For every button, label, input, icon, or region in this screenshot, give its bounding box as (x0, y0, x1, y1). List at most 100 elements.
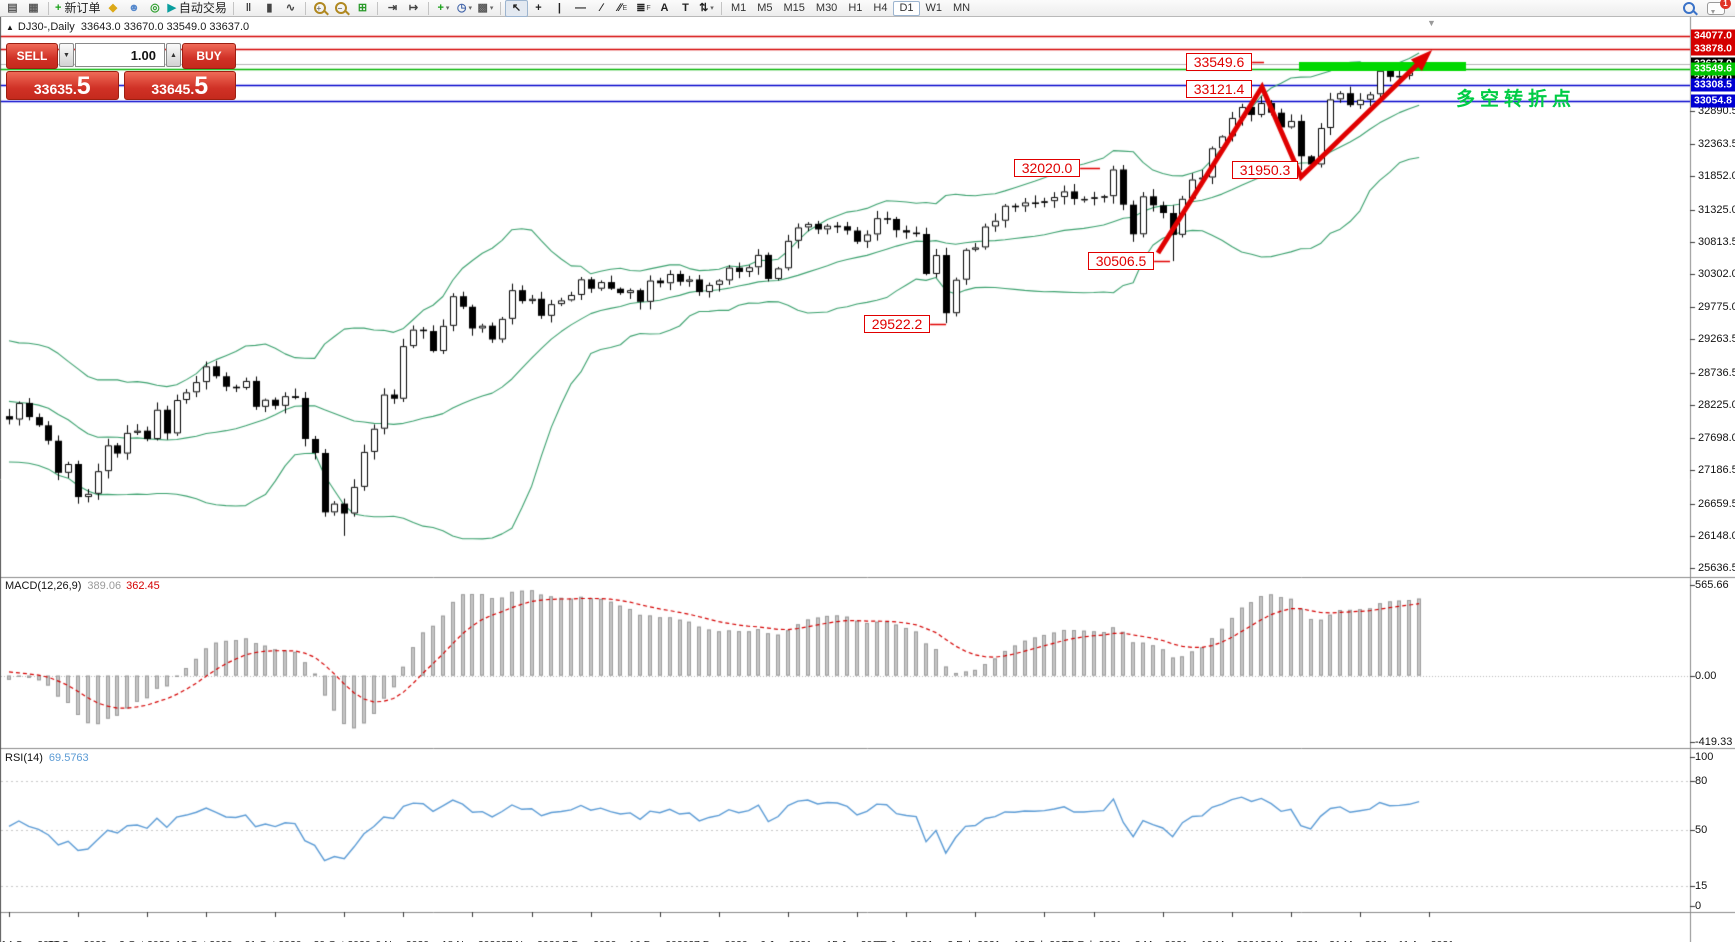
buy-price-big: 5 (194, 72, 209, 100)
news-icon[interactable]: ◎ (150, 1, 160, 14)
annotation-price-tag-320200[interactable]: 32020.0 (1014, 159, 1080, 177)
annotation-price-tag-331214[interactable]: 33121.4 (1186, 80, 1252, 98)
one-click-trading-panel: SELL ▼ 1.00 ▲ BUY 33635. 5 33645. 5 (6, 43, 236, 100)
notifications-icon[interactable]: 1 (1707, 0, 1731, 15)
price-axis-gridline-label: 31852.0 (1698, 170, 1735, 183)
date-axis-label: 2 Oct 2020 (119, 939, 170, 942)
timeframe-w1[interactable]: W1 (925, 1, 943, 14)
rsi-value: 69.5763 (48, 752, 89, 764)
toolbar-separator (427, 1, 429, 15)
new-order-button[interactable]: + 新订单 (55, 0, 101, 15)
sell-price-big: 5 (76, 72, 91, 100)
sell-price-tile[interactable]: 33635. 5 (6, 71, 119, 100)
candlestick-icon[interactable]: ▮ (266, 1, 273, 14)
timeframe-m30[interactable]: M30 (815, 1, 838, 14)
market-icon[interactable]: ☻ (128, 1, 140, 14)
metaeditor-icon[interactable]: ◆ (108, 1, 118, 14)
timeframe-mn[interactable]: MN (953, 1, 971, 14)
price-axis-gridline-label: 32890.5 (1698, 104, 1735, 117)
vertical-line-icon[interactable]: | (557, 1, 561, 14)
macd-signal-value: 362.45 (126, 580, 160, 592)
templates-button[interactable]: ▩ ▾ (477, 1, 494, 14)
timeframe-m5[interactable]: M5 (757, 1, 773, 14)
timeframe-m1[interactable]: M1 (730, 1, 747, 14)
annotation-price-tag-305065[interactable]: 30506.5 (1088, 252, 1154, 270)
collapse-marker-icon[interactable]: ▲ (6, 23, 14, 32)
text-label-icon[interactable]: T (682, 1, 689, 14)
annotation-price-tag-335496[interactable]: 33549.6 (1186, 53, 1252, 71)
price-axis-gridline-label: 25636.5 (1698, 562, 1735, 575)
timeframe-h4[interactable]: H4 (873, 1, 888, 14)
bar-chart-icon[interactable]: ‖ (245, 1, 252, 14)
new-chart-icon[interactable]: ▤ (7, 1, 18, 14)
auto-scroll-icon[interactable]: ⇥ (387, 1, 398, 14)
chart-shift-icon[interactable]: ↦ (408, 1, 419, 14)
sell-price-dot: . (72, 81, 77, 97)
date-axis-label: 14 Sep 2020 (1, 939, 61, 942)
search-icon[interactable] (1678, 1, 1699, 16)
profiles-icon[interactable]: ▦ (28, 1, 39, 14)
bull-bear-turning-point-annotation: 多空转折点 (1456, 89, 1577, 110)
chart-shift-marker[interactable]: ▼ (1427, 18, 1436, 28)
price-axis-gridline-label: 32363.5 (1698, 138, 1735, 151)
chart-canvas[interactable] (0, 17, 1735, 942)
buy-button[interactable]: BUY (182, 43, 236, 69)
buy-price-dot: . (190, 81, 195, 97)
periods-button[interactable]: ◷ ▾ (456, 1, 472, 14)
macd-indicator-label: MACD(12,26,9) 389.06 362.45 (5, 580, 160, 592)
volume-input[interactable]: 1.00 (75, 43, 165, 67)
text-icon[interactable]: A (660, 1, 669, 14)
toolbar-separator (499, 1, 501, 15)
cursor-icon[interactable]: ↖ (504, 0, 528, 17)
line-chart-icon[interactable]: ∿ (285, 1, 296, 14)
date-axis-label: 30 Oct 2020 (313, 939, 370, 942)
annotation-price-tag-295222[interactable]: 29522.2 (864, 315, 930, 333)
indicators-button[interactable]: + ▾ (437, 1, 450, 14)
rsi-axis-label: 100 (1695, 751, 1714, 763)
date-axis-label: 16 Dec 2020 (629, 939, 689, 942)
toolbar-separator (376, 1, 378, 15)
price-axis-gridline-label: 30302.0 (1698, 268, 1735, 281)
zoom-out-icon[interactable]: − (331, 1, 352, 16)
horizontal-line-icon[interactable]: — (574, 1, 586, 14)
zoom-in-icon[interactable]: + (310, 1, 331, 16)
date-axis-label: 18 Nov 2020 (442, 939, 502, 942)
price-axis-gridline-label: 27186.5 (1698, 464, 1735, 477)
volume-up-button[interactable]: ▲ (166, 43, 181, 67)
toolbar-separator (232, 1, 234, 15)
fibonacci-icon[interactable]: ≣ F (636, 1, 651, 14)
price-axis-gridline-label: 27698.0 (1698, 432, 1735, 445)
date-axis-label: 15 Jan 2021 (826, 939, 884, 942)
date-axis-label: 9 Nov 2020 (375, 939, 429, 942)
rsi-axis-label: 80 (1695, 775, 1708, 787)
timeframe-h1[interactable]: H1 (848, 1, 863, 14)
volume-down-button[interactable]: ▼ (59, 43, 74, 67)
price-axis-tag-335496: 33549.6 (1691, 62, 1735, 76)
date-axis-label: 21 Oct 2020 (244, 939, 301, 942)
toolbar: ▤ ▦ + 新订单 ◆ ☻ ◎ ▶ 自动交易 ‖ ▮ ∿ + − ⊞ ⇥ ↦ + ▾ ◷ ▾ ▩ ▾ ↖ + | — ∕ ∕∕ E ≣ F A T… (0, 0, 1735, 17)
macd-name: MACD(12,26,9) (5, 580, 82, 592)
date-axis-label: 3 Feb 2021 (947, 939, 1000, 942)
date-axis-label: 6 Jan 2021 (760, 939, 812, 942)
annotation-price-tag-319503[interactable]: 31950.3 (1232, 161, 1298, 179)
crosshair-icon[interactable]: + (535, 1, 542, 14)
date-axis-label: 3 Mar 2021 (1135, 939, 1188, 942)
date-axis-label: 12 Oct 2020 (175, 939, 232, 942)
sell-button[interactable]: SELL (6, 43, 58, 69)
buy-price-tile[interactable]: 33645. 5 (123, 71, 236, 100)
price-axis-gridline-label: 30813.5 (1698, 235, 1735, 248)
timeframe-d1[interactable]: D1 (893, 0, 920, 16)
tile-windows-icon[interactable]: ⊞ (357, 1, 368, 14)
timeframe-m15[interactable]: M15 (783, 1, 805, 14)
chart-title: ▲ DJ30-,Daily 33643.0 33670.0 33549.0 336… (6, 21, 249, 33)
date-axis-label: 25 Jan 2021 (876, 939, 934, 942)
channel-icon[interactable]: ∕∕ E (617, 1, 628, 14)
rsi-axis-label: 15 (1695, 880, 1708, 892)
date-axis-label: 12 Mar 2021 (1201, 939, 1260, 942)
autotrading-button[interactable]: ▶ 自动交易 (167, 0, 227, 15)
arrows-icon[interactable]: ⇅ ▾ (699, 1, 714, 14)
rsi-indicator-label: RSI(14) 69.5763 (5, 752, 89, 764)
date-axis-label: 27 Dec 2020 (688, 939, 748, 942)
price-axis-gridline-label: 26659.5 (1698, 497, 1735, 510)
trendline-icon[interactable]: ∕ (600, 1, 603, 14)
